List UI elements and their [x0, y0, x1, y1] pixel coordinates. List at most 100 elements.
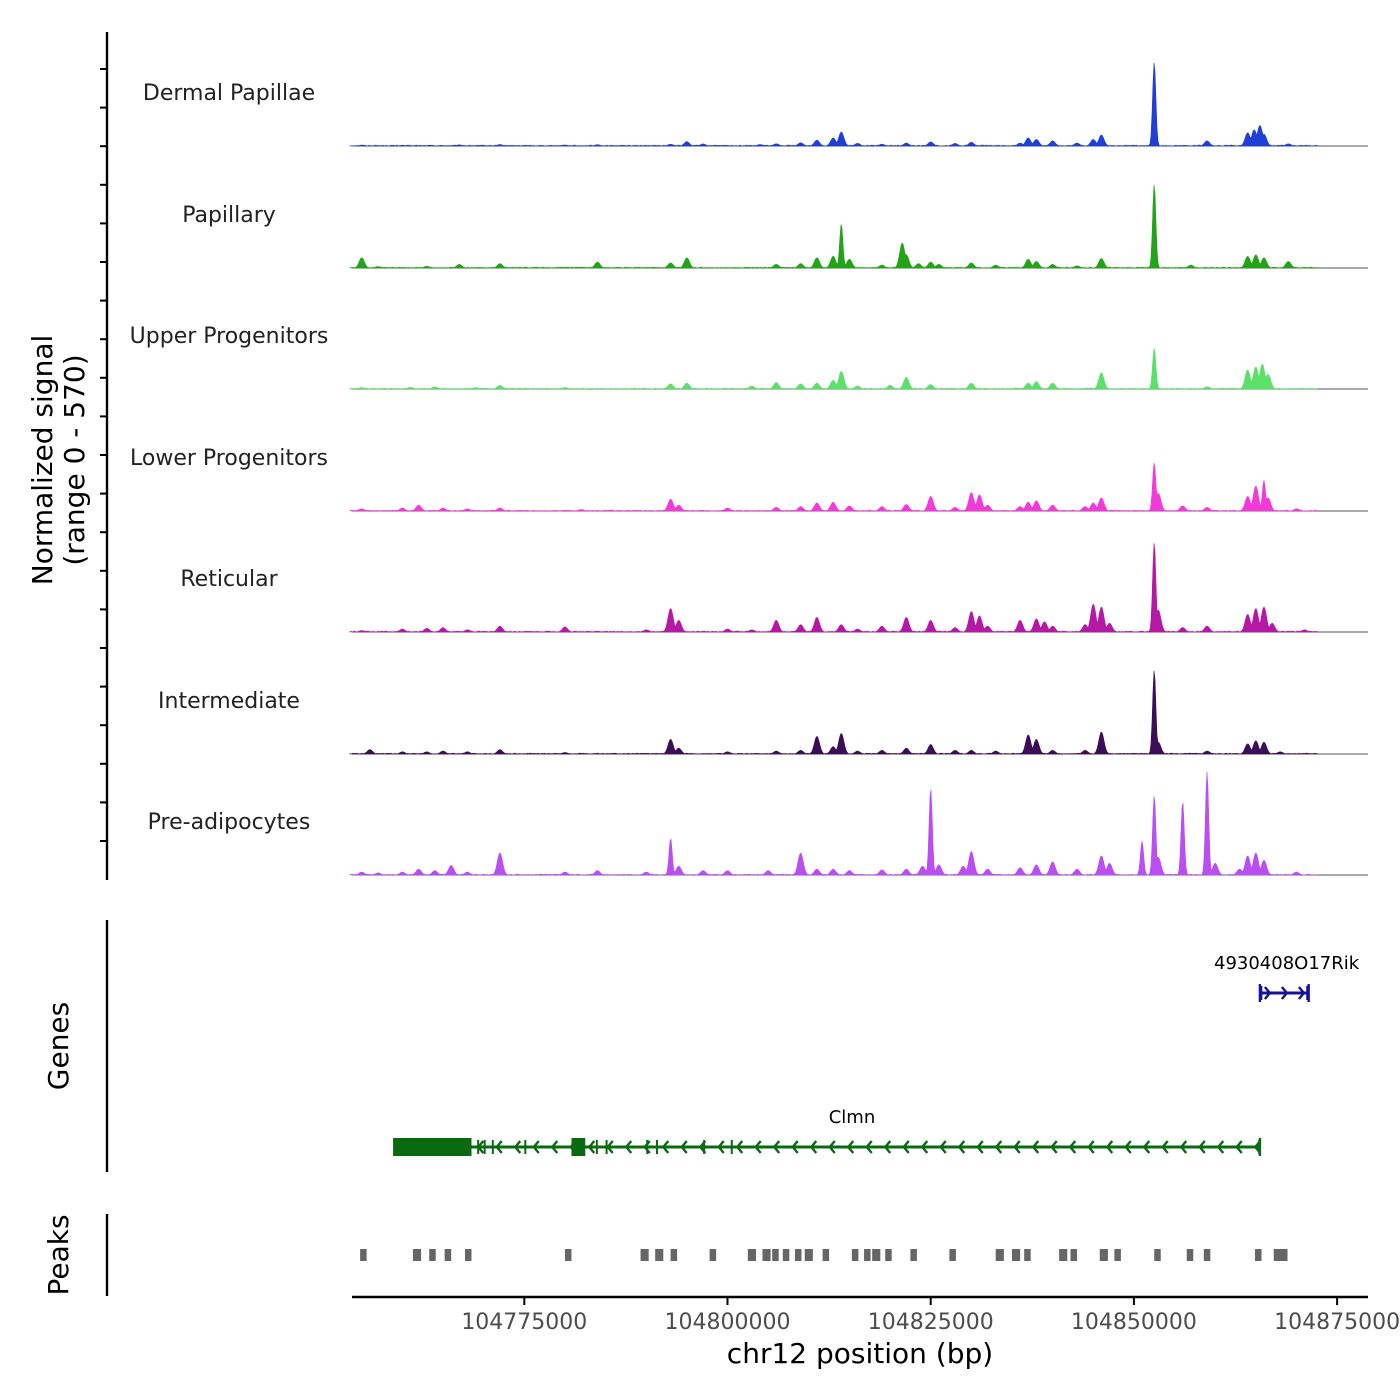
x-tick-label: 104775000	[461, 1310, 587, 1335]
strand-arrow	[1087, 1140, 1095, 1154]
strand-arrow	[846, 1140, 855, 1154]
peak-region	[412, 1249, 422, 1261]
x-axis-ticks: 104775000 104800000 104825000 104850000 1048…	[461, 1297, 1400, 1335]
peak-region	[670, 1249, 678, 1261]
track-label: Dermal Papillae	[143, 81, 315, 106]
gene-exon	[703, 1140, 706, 1154]
track-label: Pre-adipocytes	[148, 810, 311, 835]
peak-region	[360, 1249, 367, 1261]
coverage-area	[349, 62, 1318, 147]
track-dermal-papillae: Dermal Papillae	[143, 62, 1368, 147]
coverage-area	[349, 462, 1318, 512]
gene-exon	[1259, 986, 1263, 1000]
track-intermediate: Intermediate	[158, 670, 1368, 755]
track-label: Lower Progenitors	[130, 446, 328, 471]
coverage-area	[349, 348, 1318, 390]
strand-arrow	[1031, 1140, 1040, 1154]
strand-arrow	[1142, 1140, 1151, 1154]
gene-exon	[524, 1140, 527, 1154]
peak-region	[885, 1249, 892, 1261]
peak-region	[429, 1249, 436, 1261]
gene-exon	[646, 1140, 649, 1154]
strand-arrow	[513, 1140, 522, 1154]
x-tick-label: 104825000	[868, 1310, 994, 1335]
gene-exon	[483, 1140, 486, 1154]
genes-ylabel: Genes	[42, 1002, 75, 1090]
peak-region	[1024, 1249, 1031, 1261]
peak-region	[1273, 1249, 1288, 1261]
strand-arrow	[1263, 986, 1272, 1000]
peak-region	[1070, 1249, 1078, 1261]
gene-exon	[394, 1138, 472, 1156]
peak-region	[762, 1249, 771, 1261]
strand-arrow	[1105, 1140, 1114, 1154]
strand-arrow	[1050, 1140, 1058, 1154]
peak-region	[822, 1249, 830, 1261]
strand-arrow	[1161, 1140, 1169, 1154]
strand-arrow	[550, 1140, 559, 1154]
peak-region	[949, 1249, 956, 1261]
peak-region	[1099, 1249, 1108, 1261]
peak-region	[804, 1249, 813, 1261]
coverage-y-ticks	[100, 68, 107, 842]
strand-arrow	[587, 1140, 596, 1154]
coverage-area	[349, 670, 1318, 755]
gene-label: 4930408O17Rik	[1214, 953, 1360, 974]
strand-arrow	[1198, 1140, 1206, 1154]
x-tick-label: 104850000	[1071, 1310, 1197, 1335]
strand-arrow	[1216, 1140, 1225, 1154]
gene-exon	[655, 1140, 658, 1154]
peak-region	[794, 1249, 802, 1261]
strand-arrow	[1235, 1140, 1243, 1154]
strand-arrow	[772, 1140, 781, 1154]
gene-exon	[1306, 986, 1309, 1000]
coverage-ylabel-line2: (range 0 - 570)	[58, 354, 91, 565]
peak-region	[1011, 1249, 1021, 1261]
gene-exon	[730, 1140, 733, 1154]
strand-arrow	[1068, 1140, 1077, 1154]
track-upper-progenitors: Upper Progenitors	[130, 324, 1368, 390]
track-reticular: Reticular	[180, 543, 1368, 633]
gene-exon	[491, 1140, 494, 1154]
track-papillary: Papillary	[182, 184, 1368, 269]
peak-region	[910, 1249, 917, 1261]
strand-arrow	[624, 1140, 633, 1154]
strand-arrow	[920, 1140, 929, 1154]
strand-arrow	[957, 1140, 966, 1154]
peak-region	[1114, 1249, 1121, 1261]
strand-arrow	[680, 1140, 688, 1154]
peak-region	[747, 1249, 756, 1261]
track-label: Reticular	[180, 567, 278, 592]
peak-region	[864, 1249, 871, 1261]
coverage-area	[349, 543, 1318, 633]
track-label: Upper Progenitors	[130, 324, 329, 349]
gene-label: Clmn	[829, 1107, 876, 1128]
strand-arrow	[717, 1140, 725, 1154]
strand-arrow	[994, 1140, 1003, 1154]
strand-arrow	[1124, 1140, 1132, 1154]
peaks-panel	[360, 1249, 1288, 1261]
peak-region	[1203, 1249, 1211, 1261]
x-tick-label: 104800000	[665, 1310, 791, 1335]
peak-region	[444, 1249, 452, 1261]
peak-region	[1059, 1249, 1068, 1261]
strand-arrow	[1013, 1140, 1021, 1154]
strand-arrow	[791, 1140, 799, 1154]
gene-4930408o17rik: 4930408O17Rik	[1214, 953, 1360, 1002]
strand-arrow	[828, 1140, 836, 1154]
strand-arrow	[1297, 986, 1306, 1000]
gene-exon	[477, 1140, 480, 1154]
gene-clmn: Clmn	[393, 1107, 1262, 1156]
track-label: Intermediate	[158, 689, 300, 714]
strand-arrow	[809, 1140, 818, 1154]
strand-arrow	[1280, 986, 1289, 1000]
peak-region	[655, 1249, 664, 1261]
coverage-ylabel-line1: Normalized signal	[26, 335, 59, 586]
peak-region	[640, 1249, 649, 1261]
track-pre-adipocytes: Pre-adipocytes	[148, 771, 1368, 876]
peak-region	[464, 1249, 472, 1261]
coverage-area	[349, 184, 1318, 269]
strand-arrow	[606, 1140, 614, 1154]
